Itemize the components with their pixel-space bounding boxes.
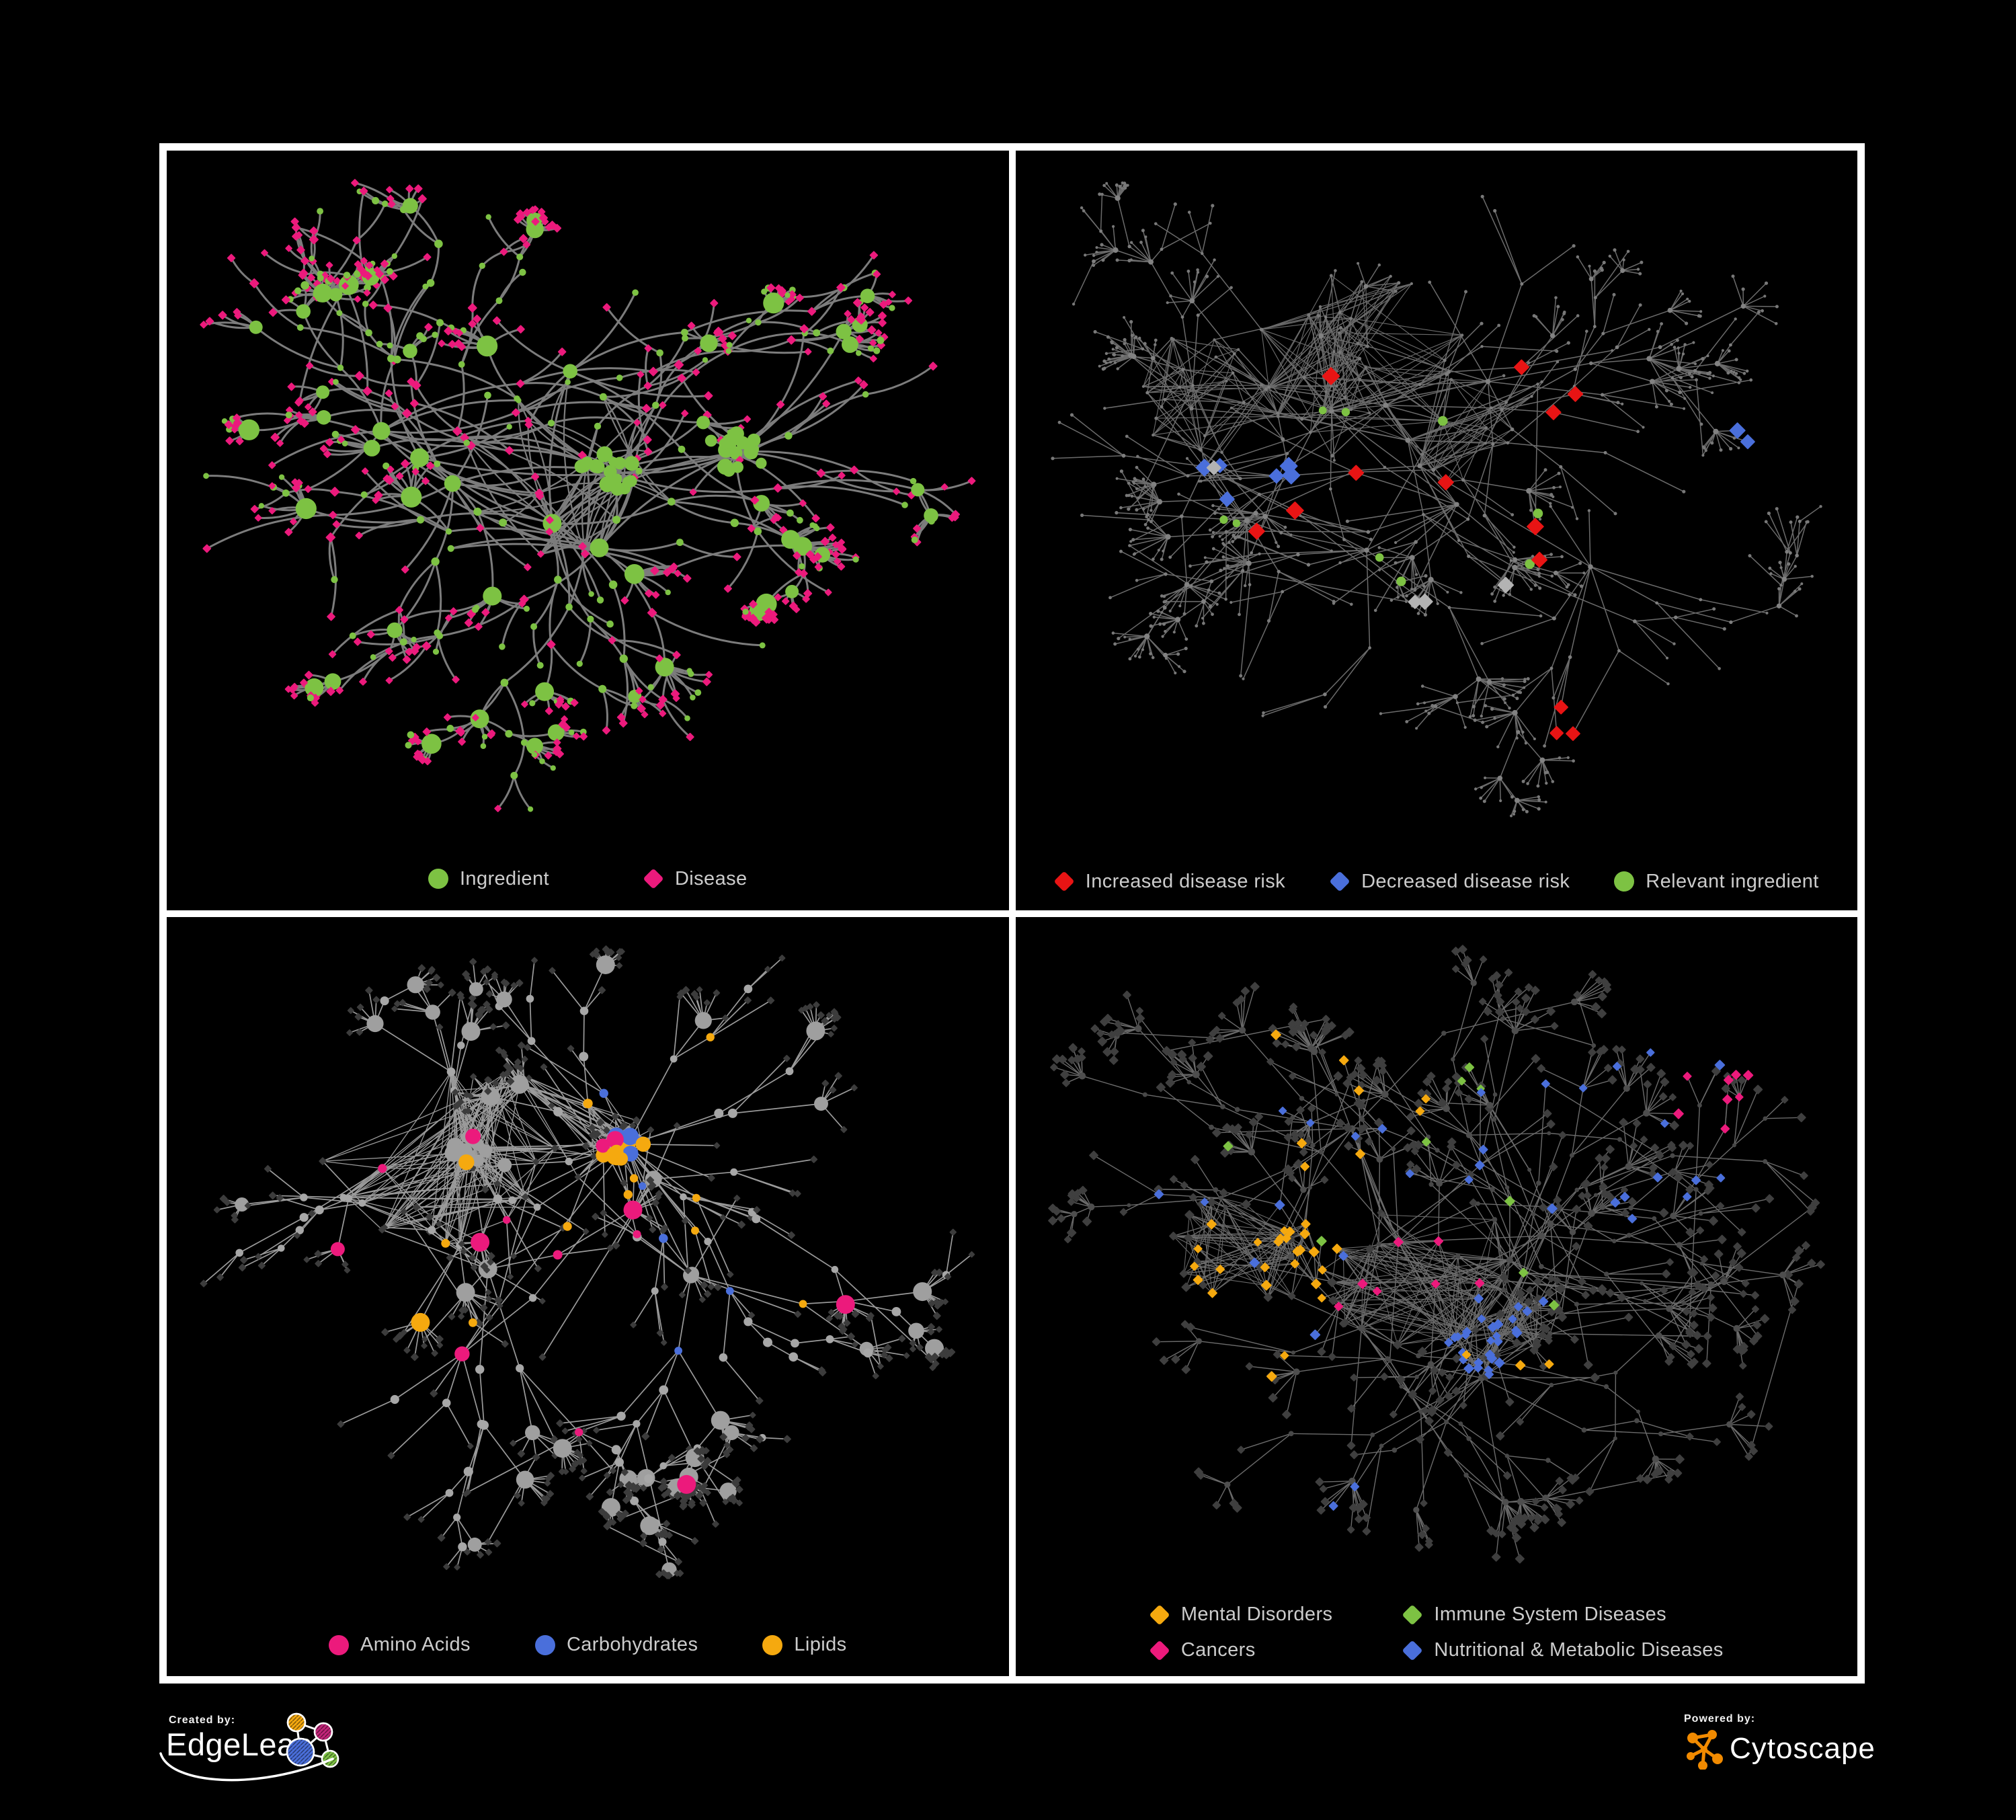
legend-label: Mental Disorders (1180, 1604, 1333, 1625)
legend-label: Decreased disease risk (1361, 870, 1570, 892)
legend-label: Carbohydrates (566, 1634, 698, 1655)
legend-label: Ingredient (459, 867, 549, 889)
diamond-marker-icon (1402, 1639, 1423, 1661)
legend-item-mental-disorders: Mental Disorders (1149, 1604, 1333, 1626)
edgeleap-credit: Created by: EdgeLeap (159, 1712, 388, 1802)
panel-grid: Ingredient Disease Increased disease risk… (159, 143, 1865, 1684)
diamond-marker-icon (1149, 1639, 1170, 1661)
legend-nutrient-classes: Amino Acids Carbohydrates Lipids (167, 1634, 1009, 1656)
legend-label: Lipids (794, 1634, 847, 1655)
cytoscape-logo-icon (1687, 1730, 1723, 1770)
legend-item-relevant-ingredient: Relevant ingredient (1614, 871, 1818, 893)
legend-label: Increased disease risk (1085, 870, 1286, 892)
diamond-marker-icon (643, 868, 664, 889)
legend-item-lipids: Lipids (762, 1634, 846, 1656)
legend-label: Immune System Diseases (1434, 1604, 1667, 1625)
created-by-label: Created by: (169, 1714, 236, 1726)
cytoscape-wordmark: Cytoscape (1730, 1732, 1876, 1765)
cytoscape-credit: Powered by: (1684, 1713, 1966, 1794)
panel-ingredient-disease: Ingredient Disease (163, 147, 1012, 914)
edgeleap-logo-icon (286, 1712, 339, 1768)
circle-marker-icon (328, 1634, 349, 1655)
diamond-marker-icon (1149, 1604, 1170, 1626)
circle-marker-icon (428, 869, 448, 889)
legend-item-nutritional-metabolic-diseases: Nutritional & Metabolic Diseases (1402, 1639, 1723, 1661)
panel-disease-categories: Mental Disorders Immune System Diseases Ca… (1012, 913, 1861, 1679)
circle-marker-icon (1614, 871, 1635, 892)
network-canvas-disease-risk (1050, 181, 1822, 818)
legend-label: Relevant ingredient (1646, 870, 1819, 892)
network-canvas-ingredient-disease (200, 179, 976, 812)
diamond-marker-icon (1402, 1604, 1423, 1626)
circle-marker-icon (534, 1634, 555, 1655)
footer: Created by: EdgeLeap (0, 1675, 2016, 1820)
panel-nutrient-classes: Amino Acids Carbohydrates Lipids (163, 913, 1012, 1679)
legend-item-decreased-disease-risk: Decreased disease risk (1329, 870, 1570, 893)
legend-item-increased-disease-risk: Increased disease risk (1053, 870, 1286, 893)
legend-label: Nutritional & Metabolic Diseases (1434, 1639, 1724, 1661)
panel-disease-risk: Increased disease risk Decreased disease … (1012, 147, 1861, 914)
legend-disease-categories: Mental Disorders Immune System Diseases Ca… (1016, 1604, 1858, 1661)
diamond-marker-icon (1053, 871, 1075, 892)
diamond-marker-icon (1329, 871, 1350, 892)
legend-item-ingredient: Ingredient (428, 868, 549, 890)
network-canvas-nutrient-classes (200, 945, 975, 1579)
legend-item-cancers: Cancers (1149, 1639, 1256, 1661)
circle-marker-icon (762, 1634, 783, 1655)
legend-item-disease: Disease (643, 868, 748, 890)
legend-label: Cancers (1180, 1639, 1256, 1661)
legend-item-carbohydrates: Carbohydrates (534, 1634, 698, 1656)
legend-label: Amino Acids (360, 1634, 471, 1655)
legend-label: Disease (674, 867, 748, 889)
legend-item-amino-acids: Amino Acids (328, 1634, 471, 1656)
legend-item-immune-system-diseases: Immune System Diseases (1402, 1604, 1666, 1626)
legend-ingredient-disease: Ingredient Disease (167, 868, 1009, 890)
network-canvas-disease-categories (1047, 944, 1825, 1563)
legend-disease-risk: Increased disease risk Decreased disease … (1016, 871, 1858, 893)
powered-by-label: Powered by: (1684, 1713, 1756, 1725)
